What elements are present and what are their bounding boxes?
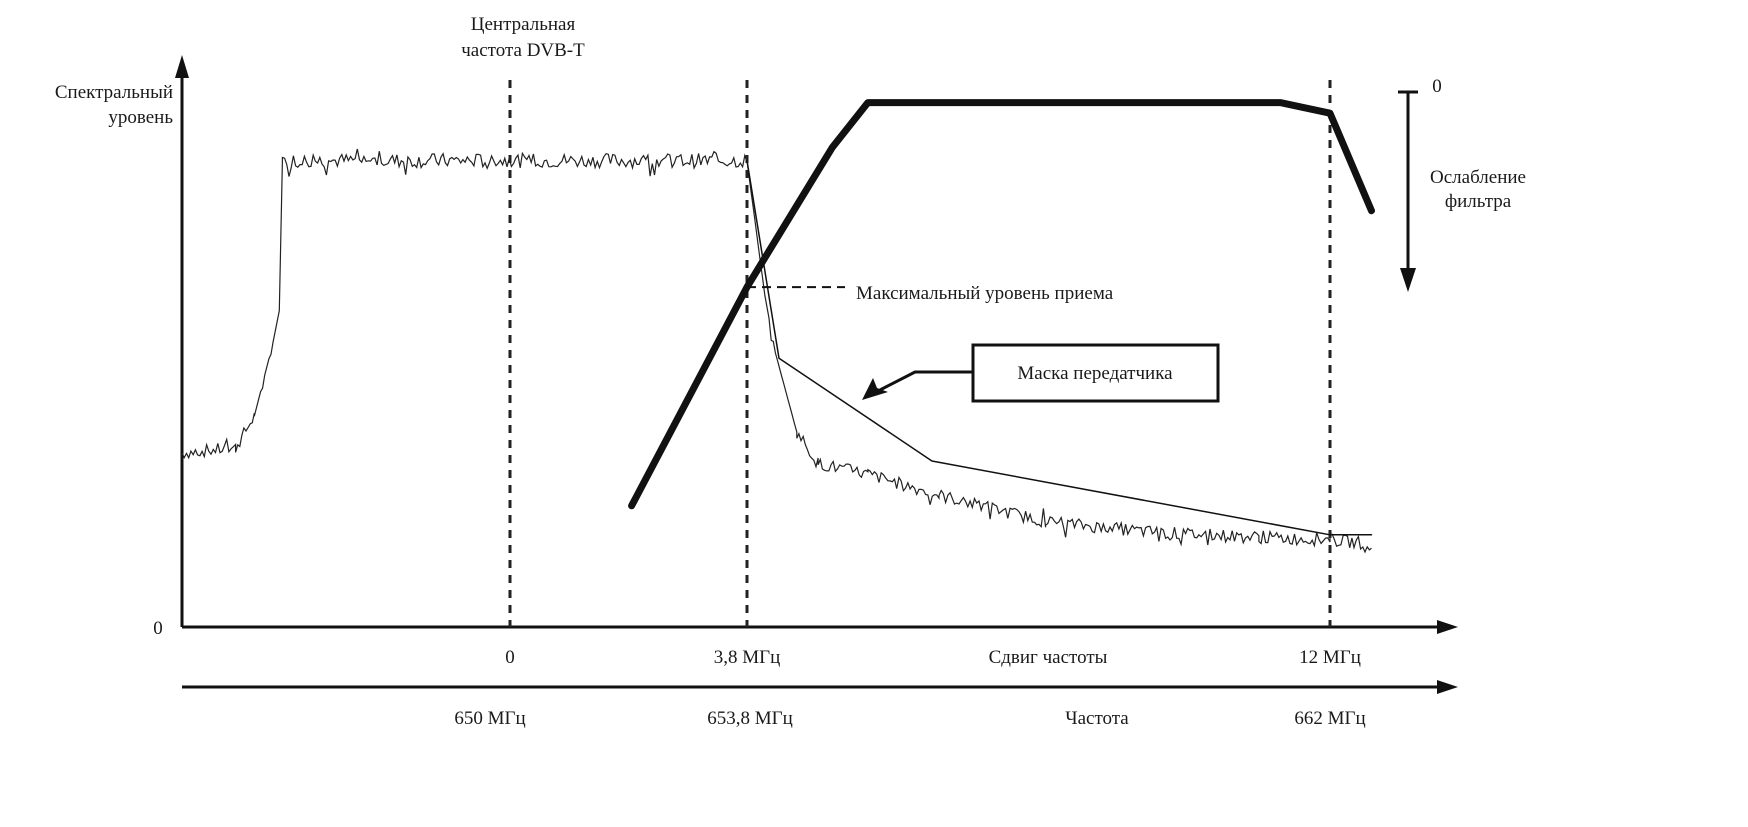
x-absolute-tick-label: 653,8 МГц	[707, 708, 793, 729]
center-frequency-label-line1: Центральная	[471, 14, 576, 35]
mask-callout-arrow-icon	[862, 378, 888, 400]
center-frequency-label-line2: частота DVB-T	[461, 40, 585, 61]
mask-label: Маска передатчика	[1017, 363, 1173, 384]
axes	[175, 55, 1458, 694]
series-layer	[181, 99, 1375, 554]
filter-label-line1: Ослабление	[1430, 167, 1526, 188]
series-filter-response	[628, 99, 1375, 510]
filter-scale-arrow-icon	[1400, 268, 1416, 292]
series-transmitter-mask	[746, 159, 1373, 536]
filter-zero-label: 0	[1432, 76, 1442, 97]
y-axis-label-line2: уровень	[108, 107, 173, 128]
y-axis-label-line1: Спектральный	[55, 82, 173, 103]
x-axis-offset-arrow-icon	[1437, 620, 1458, 634]
y-axis-origin-label: 0	[153, 618, 163, 639]
series-spectrum	[181, 148, 1372, 554]
x-offset-tick-label: 3,8 МГц	[714, 647, 781, 668]
mask-callout-line	[879, 370, 973, 392]
x-absolute-tick-labels: 650 МГц 653,8 МГц 662 МГц	[454, 708, 1365, 729]
y-axis-arrow-icon	[175, 55, 189, 78]
x-offset-tick-label: 0	[505, 647, 515, 668]
x-offset-tick-label: 12 МГц	[1299, 647, 1361, 668]
x-absolute-tick-label: 650 МГц	[454, 708, 525, 729]
x-offset-axis-label: Сдвиг частоты	[989, 647, 1108, 668]
labels: Спектральный уровень 0 Центральная часто…	[55, 14, 1526, 729]
filter-label-line2: фильтра	[1445, 191, 1512, 212]
x-axis-absolute-arrow-icon	[1437, 680, 1458, 694]
x-absolute-tick-label: 662 МГц	[1294, 708, 1365, 729]
mask-label-box	[971, 343, 1220, 403]
x-offset-tick-labels: 0 3,8 МГц 12 МГц	[505, 647, 1361, 668]
mask-callout	[862, 343, 1220, 403]
filter-attenuation-scale	[1398, 90, 1418, 292]
x-absolute-axis-label: Частота	[1065, 708, 1129, 729]
max-level-label: Максимальный уровень приема	[856, 283, 1114, 304]
